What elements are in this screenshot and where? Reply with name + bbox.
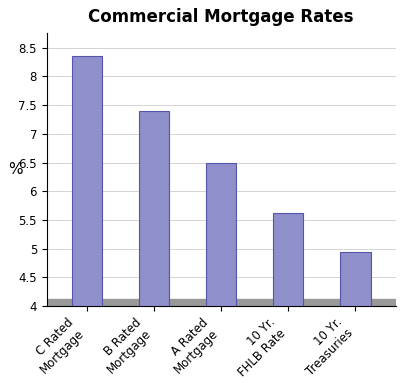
Bar — [340, 252, 370, 306]
Bar — [139, 111, 169, 306]
Bar — [273, 213, 303, 306]
Bar — [47, 299, 396, 306]
Y-axis label: %: % — [8, 162, 23, 177]
Bar — [206, 163, 236, 306]
Bar — [72, 57, 102, 306]
Title: Commercial Mortgage Rates: Commercial Mortgage Rates — [88, 9, 354, 26]
